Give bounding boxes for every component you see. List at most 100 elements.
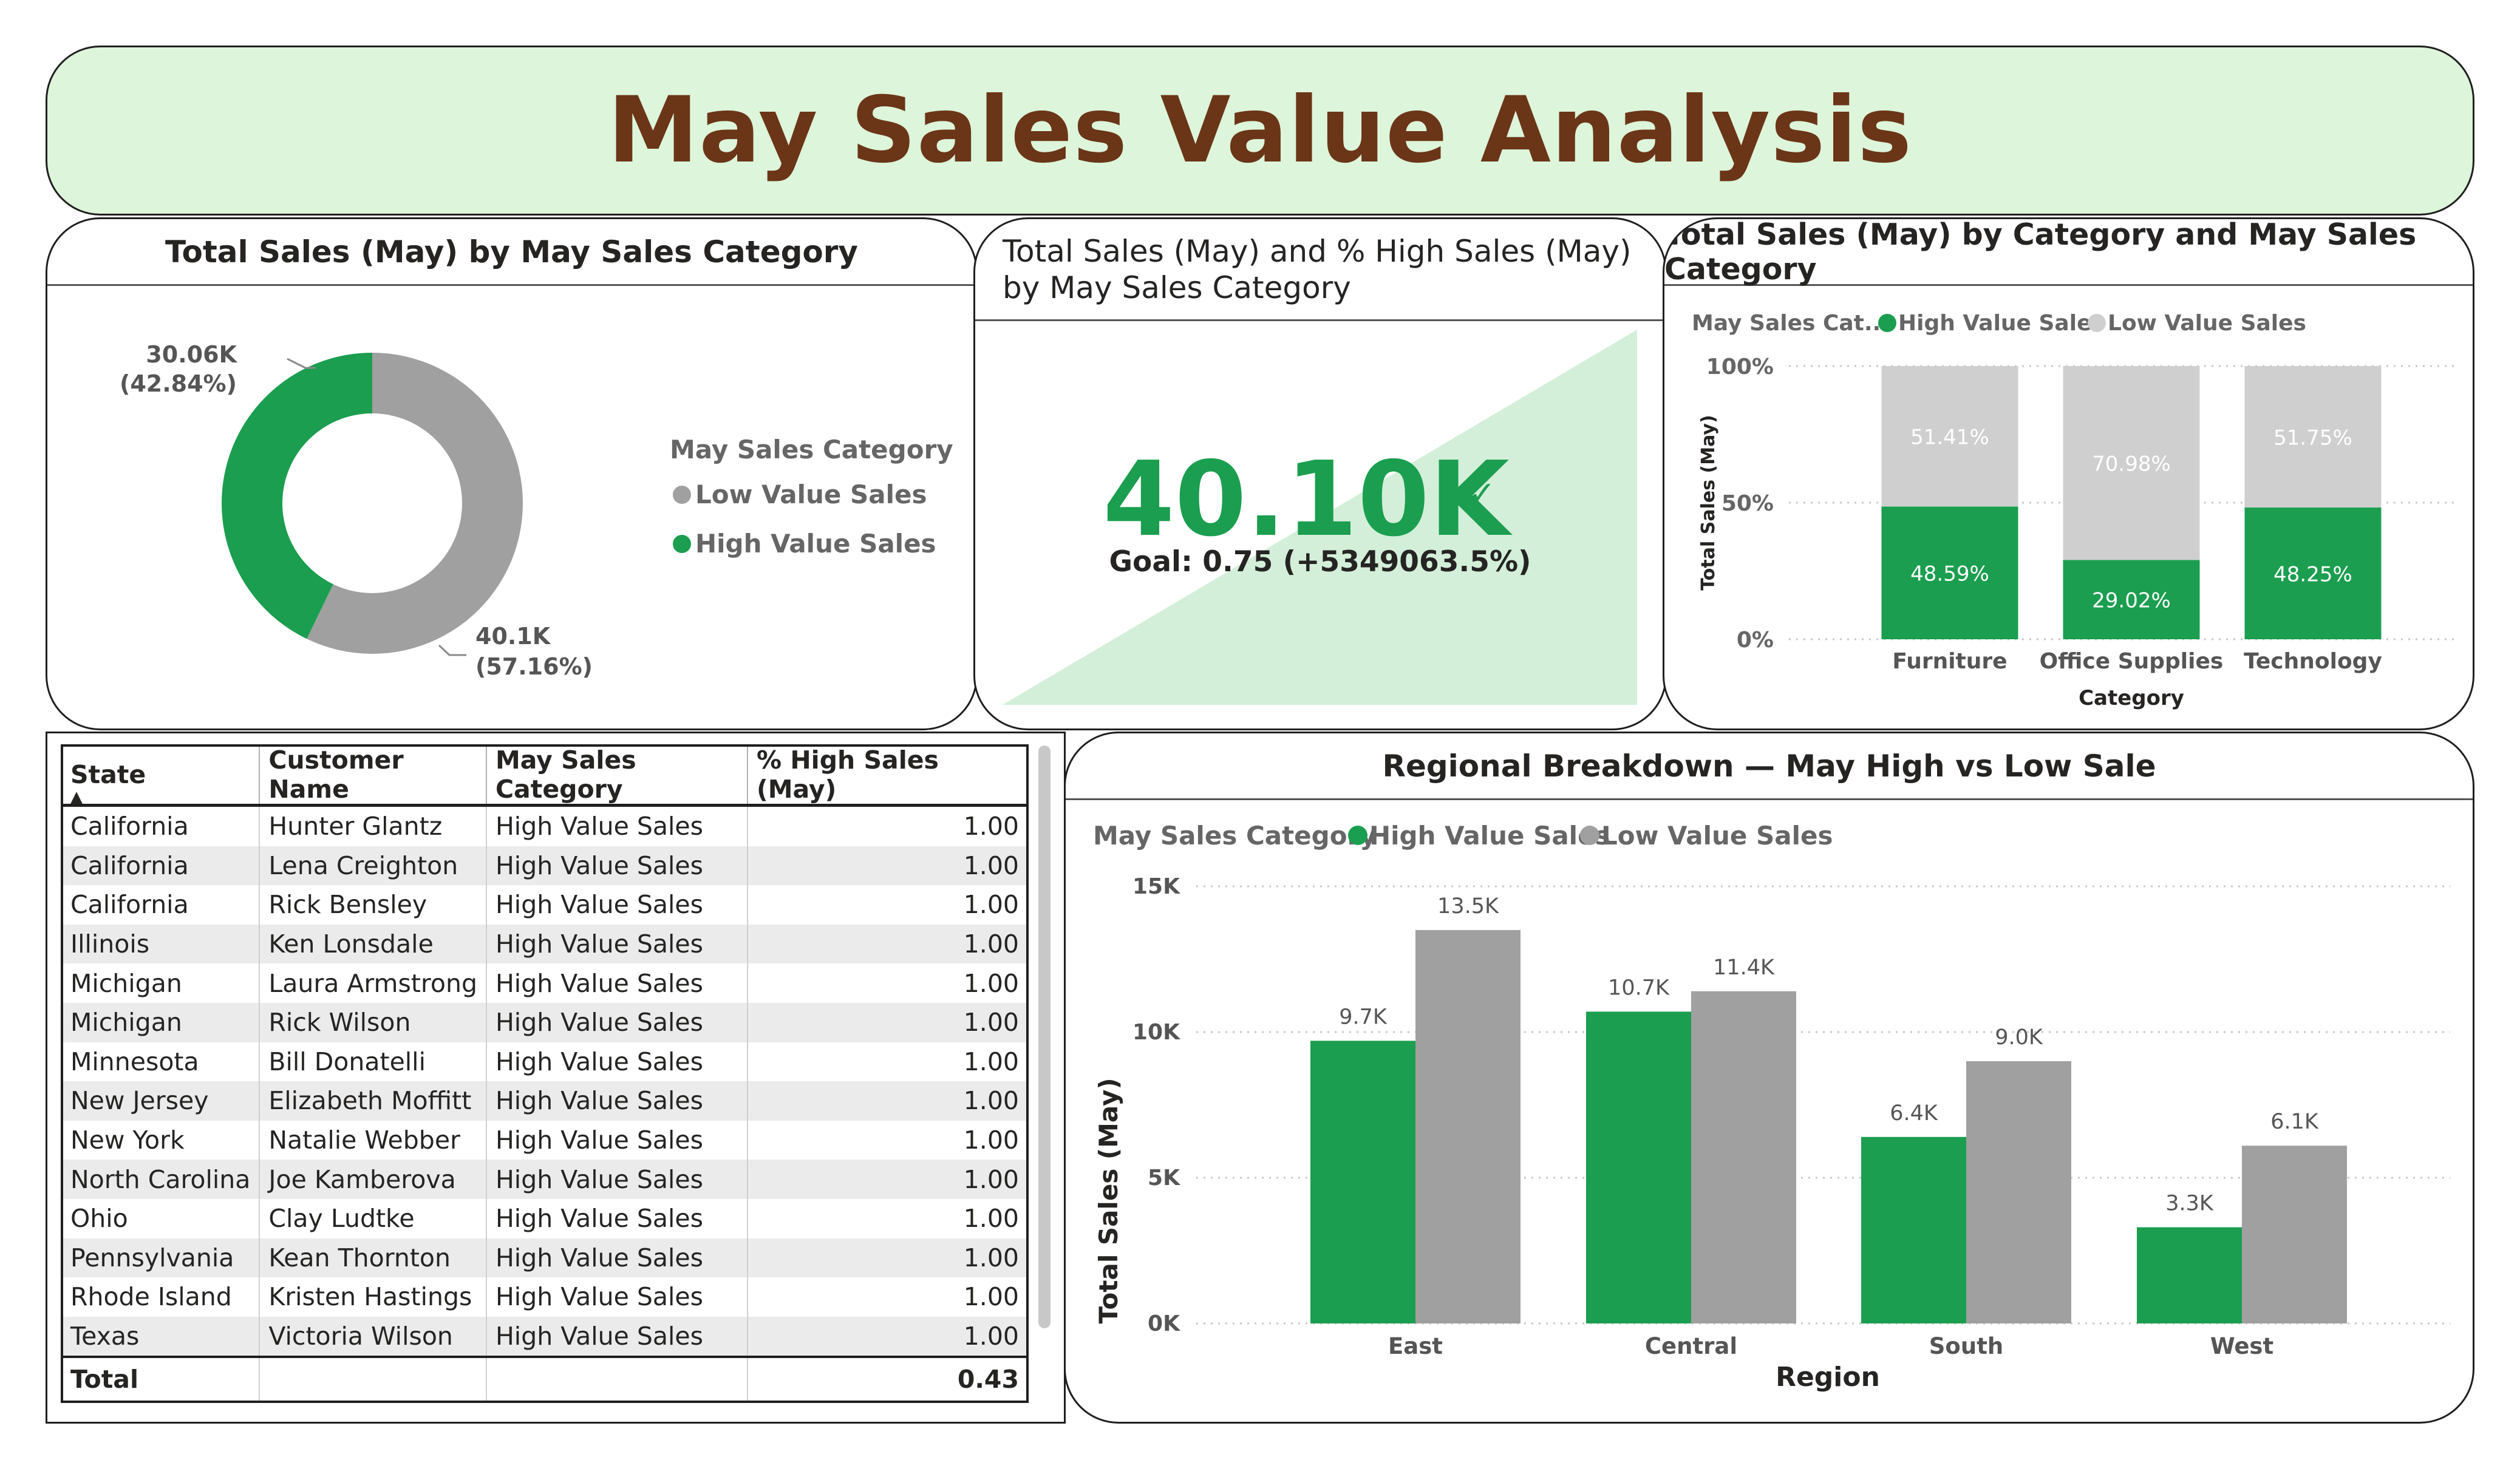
cell-pct-high: 1.00 <box>746 1316 1029 1357</box>
table-row[interactable]: Texas Victoria Wilson High Value Sales 1.00 <box>60 1316 1029 1357</box>
column-header-state[interactable]: State ▲ <box>60 744 261 807</box>
table-row[interactable]: Ohio Clay Ludtke High Value Sales 1.00 <box>60 1198 1029 1238</box>
sort-ascending-icon[interactable]: ▲ <box>70 788 83 806</box>
cell-customer-name: Natalie Webber <box>259 1120 487 1160</box>
stacked-bar-low-furniture[interactable] <box>1881 366 2018 507</box>
kpi-value: 40.10K <box>1103 440 1513 560</box>
cell-sales-category: High Value Sales <box>485 1277 748 1317</box>
regional-bar-high-south[interactable] <box>1861 1136 1966 1323</box>
stacked-ytick-50: 50% <box>1721 491 1774 516</box>
stacked-data-label-high: 48.59% <box>1910 562 1989 586</box>
regional-gridlines <box>1196 885 2450 1325</box>
donut-chart-title: Total Sales (May) by May Sales Category <box>47 219 976 286</box>
stacked-data-label-high: 29.02% <box>2092 589 2171 613</box>
legend-dot-low-icon <box>673 486 691 504</box>
cell-state: Illinois <box>60 924 261 964</box>
regional-bar-high-east[interactable] <box>1310 1041 1415 1323</box>
table-row[interactable]: Illinois Ken Lonsdale High Value Sales 1.00 <box>60 924 1029 964</box>
cell-pct-high: 1.00 <box>746 1081 1029 1121</box>
table-row[interactable]: California Hunter Glantz High Value Sales 1… <box>60 805 1029 846</box>
regional-bar-chart[interactable]: May Sales Category High Value Sales Low … <box>1066 733 2474 1424</box>
regional-data-label: 6.1K <box>2270 1110 2319 1134</box>
column-header-state-label: State <box>70 760 146 789</box>
regional-bar-high-central[interactable] <box>1586 1011 1691 1323</box>
column-header-category[interactable]: May Sales Category <box>485 744 748 807</box>
legend-item-high-value[interactable]: High Value Sales <box>673 529 936 559</box>
cell-customer-name: Lena Creighton <box>259 846 487 886</box>
stacked-chart-panel[interactable]: Total Sales (May) by Category and May Sa… <box>1663 217 2474 730</box>
regional-bar-low-central[interactable] <box>1691 991 1796 1323</box>
cell-customer-name: Bill Donatelli <box>259 1042 487 1082</box>
kpi-goal: Goal: 0.75 (+5349063.5%) <box>1109 545 1531 579</box>
legend-dot-high-icon <box>673 535 691 553</box>
cell-pct-high: 1.00 <box>746 1160 1029 1199</box>
table-row[interactable]: Pennsylvania Kean Thornton High Value Sale… <box>60 1238 1029 1278</box>
stacked-legend-low[interactable]: Low Value Sales <box>2108 311 2306 336</box>
kpi-title: Total Sales (May) and % High Sales (May)… <box>975 219 1665 321</box>
cell-sales-category: High Value Sales <box>485 1316 748 1357</box>
regional-bar-low-south[interactable] <box>1966 1061 2071 1323</box>
regional-legend-high[interactable]: High Value Sales <box>1369 821 1610 851</box>
table-row[interactable]: California Lena Creighton High Value Sales… <box>60 846 1029 886</box>
stacked-bars[interactable]: 48.59% 51.41% Furniture 29.02% 70.98% Office … <box>1881 366 2382 674</box>
stacked-legend-high[interactable]: High Value Sales <box>1898 311 2105 336</box>
donut-label-high-pct: (42.84%) <box>120 370 237 397</box>
stacked-y-axis-label: Total Sales (May) <box>1698 415 1719 590</box>
regional-bar-high-west[interactable] <box>2137 1227 2242 1323</box>
regional-legend-high-icon <box>1348 826 1367 845</box>
table-row[interactable]: Michigan Rick Wilson High Value Sales 1.00 <box>60 1002 1029 1042</box>
kpi-panel[interactable]: Total Sales (May) and % High Sales (May)… <box>973 217 1667 730</box>
stacked-ytick-0: 0% <box>1737 628 1774 653</box>
legend-label-low: Low Value Sales <box>695 480 927 509</box>
regional-legend-low[interactable]: Low Value Sales <box>1601 821 1833 851</box>
customer-table-panel[interactable]: State ▲ Customer Name May Sales Category… <box>46 732 1066 1424</box>
cell-sales-category: High Value Sales <box>485 1198 748 1238</box>
stacked-bar-high-technology[interactable] <box>2244 507 2382 639</box>
stacked-bar-high-office-supplies[interactable] <box>2063 560 2200 639</box>
donut-legend-title: May Sales Category <box>670 435 953 464</box>
donut-chart-panel[interactable]: Total Sales (May) by May Sales Category … <box>46 217 978 730</box>
cell-pct-high: 1.00 <box>746 963 1029 1003</box>
regional-x-tick-label: Central <box>1645 1333 1737 1359</box>
cell-state: New York <box>60 1120 261 1160</box>
regional-chart-title: Regional Breakdown — May High vs Low Sal… <box>1066 733 2473 800</box>
customer-table[interactable]: State ▲ Customer Name May Sales Category… <box>60 744 1029 1401</box>
stacked-x-tick-label: Technology <box>2244 649 2382 674</box>
stacked-bar-high-furniture[interactable] <box>1881 506 2018 639</box>
table-row[interactable]: Rhode Island Kristen Hastings High Value S… <box>60 1277 1029 1317</box>
stacked-bar-low-office-supplies[interactable] <box>2063 366 2200 560</box>
stacked-bar-low-technology[interactable] <box>2244 366 2382 508</box>
stacked-bar-chart[interactable]: May Sales Cat... High Value Sales Low Va… <box>1664 219 2474 730</box>
table-row[interactable]: Michigan Laura Armstrong High Value Sales 1… <box>60 963 1029 1003</box>
cell-state: Texas <box>60 1316 261 1357</box>
cell-customer-name: Kristen Hastings <box>259 1277 487 1317</box>
cell-customer-name: Kean Thornton <box>259 1238 487 1278</box>
column-header-pct-high[interactable]: % High Sales (May) <box>746 744 1029 807</box>
regional-bar-low-east[interactable] <box>1415 930 1521 1323</box>
cell-customer-name: Elizabeth Moffitt <box>259 1081 487 1121</box>
regional-chart-panel[interactable]: Regional Breakdown — May High vs Low Sal… <box>1064 732 2474 1424</box>
regional-bar-low-west[interactable] <box>2242 1146 2347 1323</box>
cell-state: California <box>60 805 261 846</box>
table-scrollbar[interactable] <box>1038 745 1051 1328</box>
table-row[interactable]: California Rick Bensley High Value Sales 1.… <box>60 885 1029 925</box>
cell-state: Minnesota <box>60 1042 261 1082</box>
legend-item-low-value[interactable]: Low Value Sales <box>673 480 927 509</box>
stacked-chart-title: Total Sales (May) by Category and May Sa… <box>1664 219 2473 287</box>
table-total-row: Total 0.43 <box>60 1356 1029 1401</box>
donut-chart[interactable]: 30.06K (42.84%) 40.1K (57.16%) May Sales… <box>47 219 978 730</box>
regional-x-tick-label: South <box>1929 1333 2003 1359</box>
stacked-data-label-low: 51.41% <box>1910 426 1989 450</box>
cell-customer-name: Ken Lonsdale <box>259 924 487 964</box>
table-row[interactable]: Minnesota Bill Donatelli High Value Sales 1… <box>60 1042 1029 1082</box>
legend-label-high: High Value Sales <box>695 529 936 559</box>
regional-legend-title: May Sales Category <box>1093 821 1377 851</box>
regional-x-tick-label: East <box>1388 1333 1443 1359</box>
kpi-visual: 40.10K ✓ Goal: 0.75 (+5349063.5%) <box>1003 330 1637 705</box>
table-row[interactable]: New York Natalie Webber High Value Sales 1.… <box>60 1120 1029 1160</box>
table-row[interactable]: North Carolina Joe Kamberova High Value Sa… <box>60 1160 1029 1199</box>
cell-pct-high: 1.00 <box>746 885 1029 925</box>
regional-bars[interactable]: 9.7K 13.5K East 10.7K 11.4K Central 6.4K 9.0K So… <box>1310 894 2347 1359</box>
regional-ytick-5k: 5K <box>1148 1166 1180 1190</box>
table-row[interactable]: New Jersey Elizabeth Moffitt High Value Sa… <box>60 1081 1029 1121</box>
